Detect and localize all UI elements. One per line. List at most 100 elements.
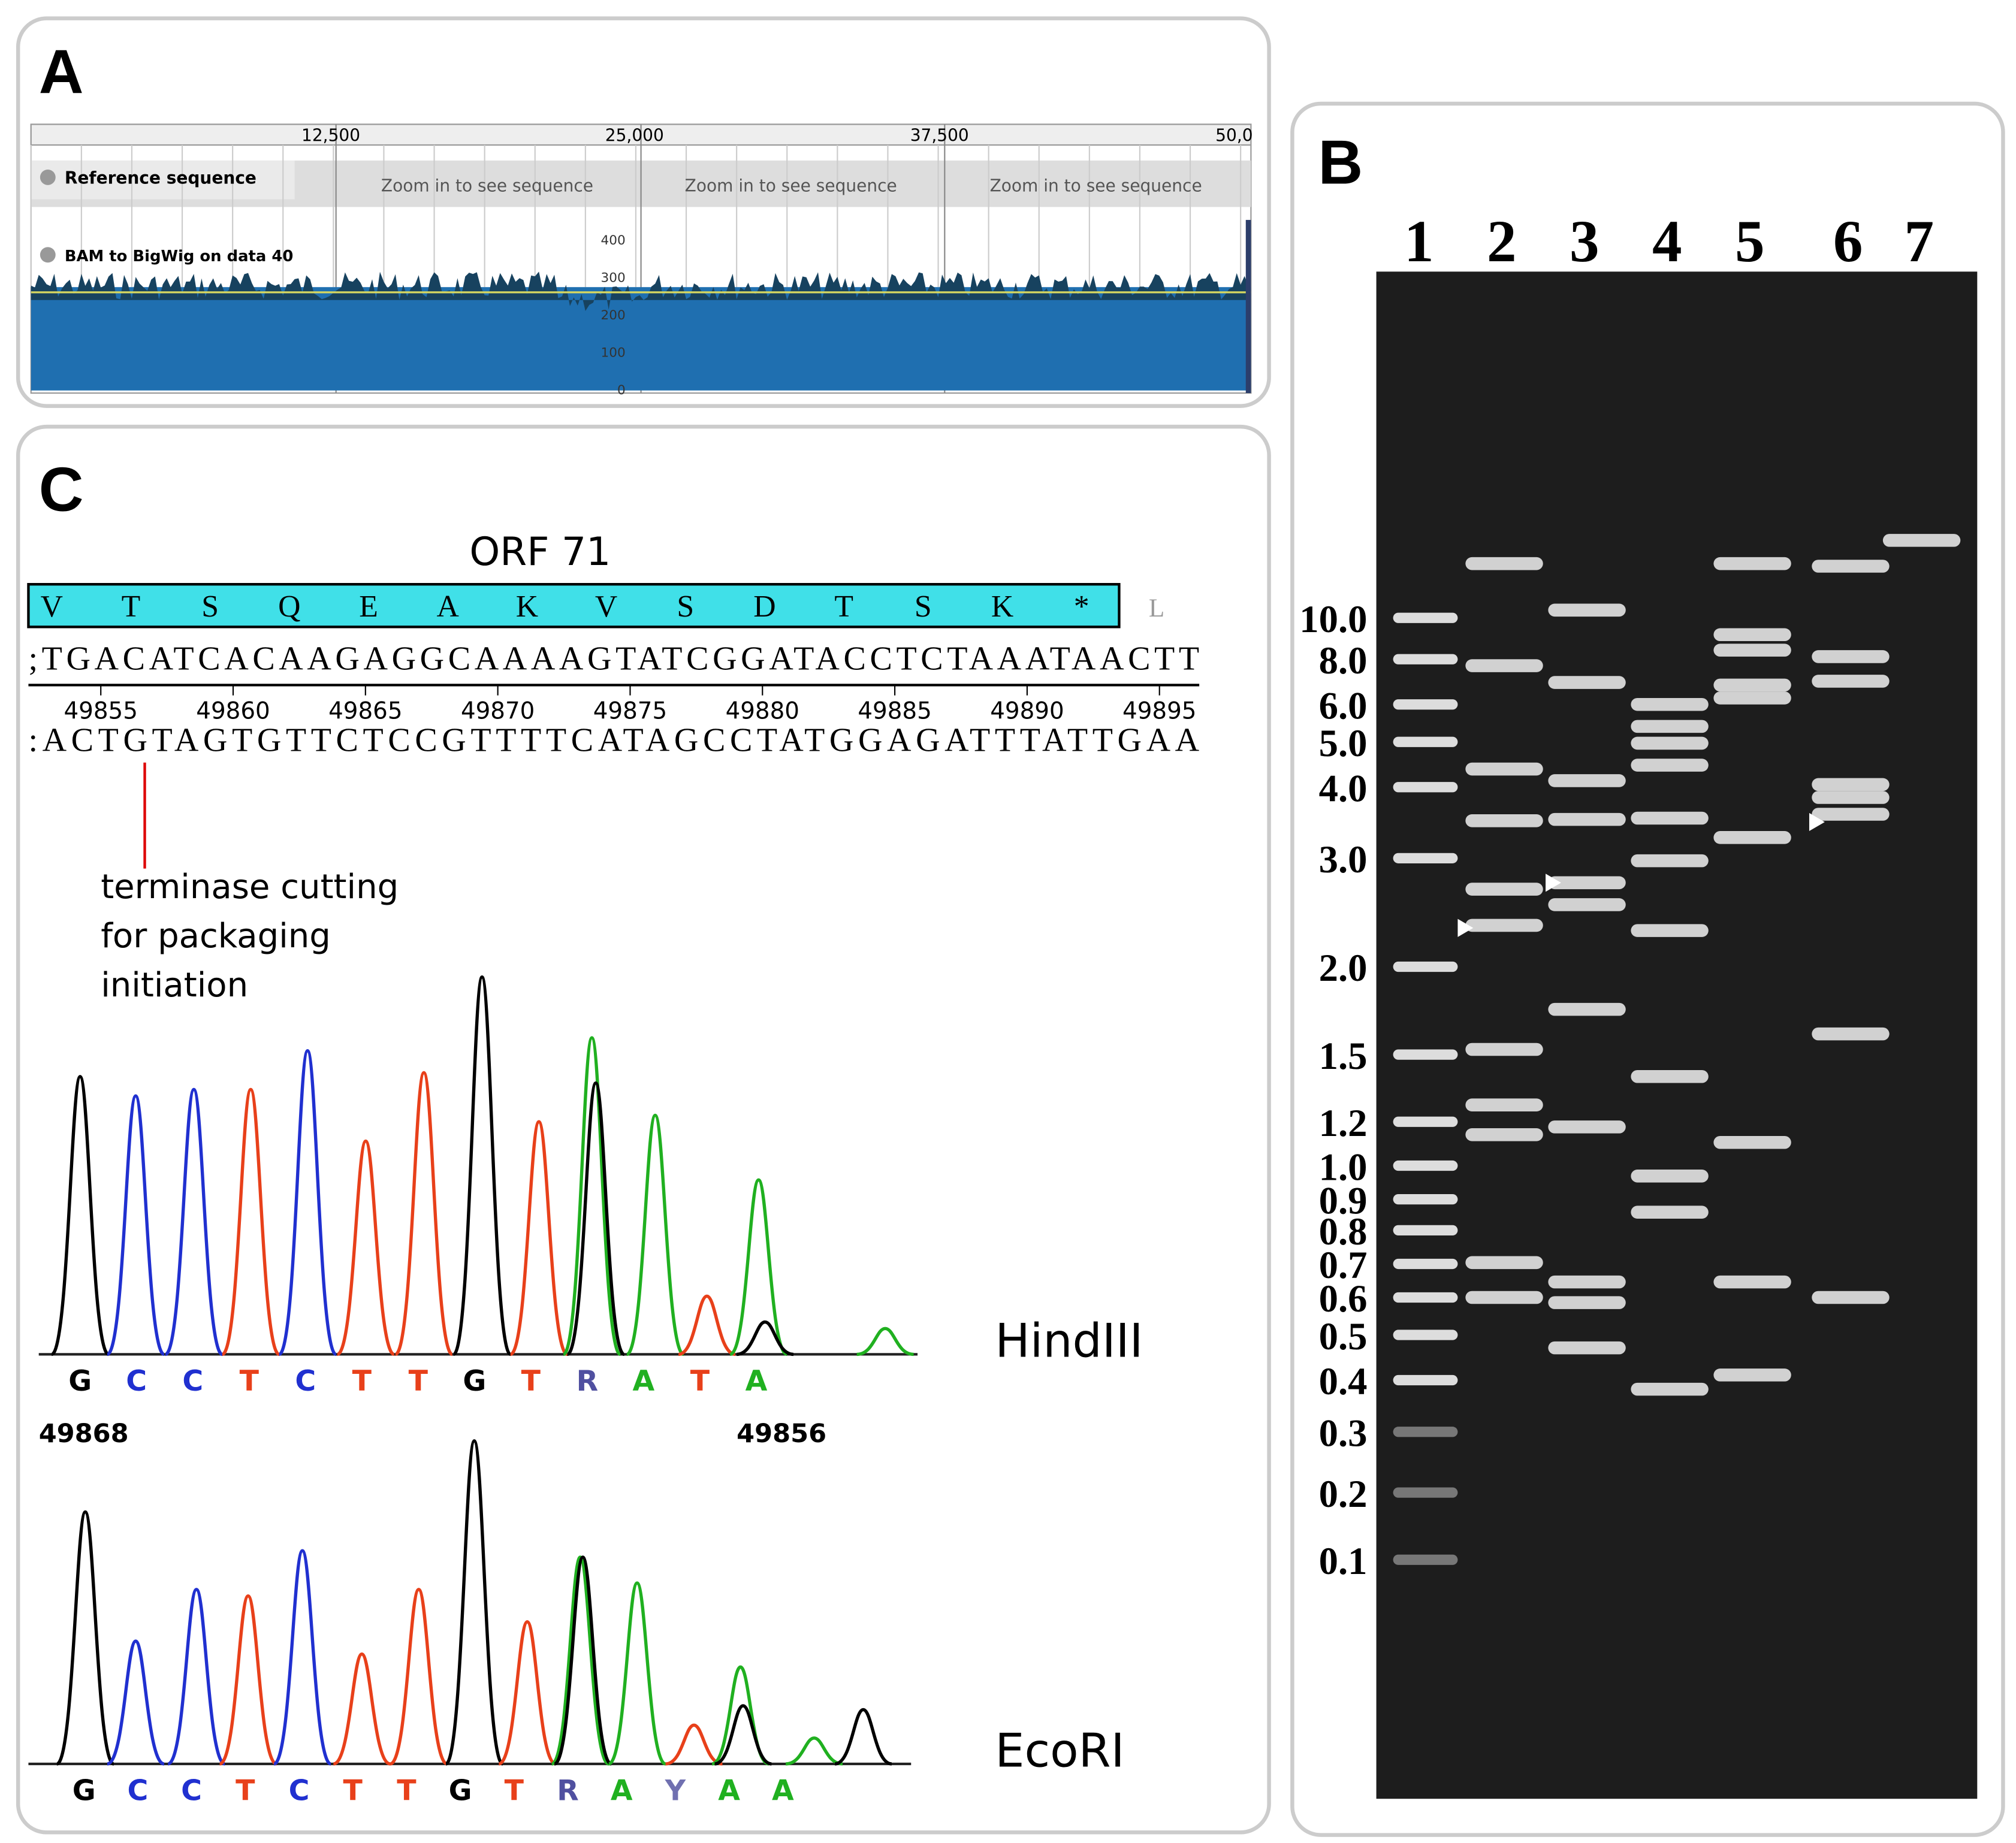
peak: [498, 1620, 557, 1766]
lane-number: 5: [1735, 209, 1765, 274]
band: [1465, 1098, 1543, 1111]
lane-number: 4: [1652, 209, 1682, 274]
marker-size: 6.0: [1319, 684, 1368, 727]
bottom-strand: :ACTGTAGTGTTCTCCGTTTTCATAGCCTATGGAGATTTA…: [28, 721, 1199, 759]
axis-label: 0: [617, 383, 626, 398]
position: 49855: [64, 697, 137, 724]
axis-label: 200: [601, 308, 626, 323]
band: [1393, 654, 1458, 664]
peak: [273, 1549, 332, 1766]
band: [1393, 1292, 1458, 1303]
marker-size: 0.1: [1319, 1539, 1368, 1582]
ruler-label: 50,0: [1215, 126, 1253, 146]
marker-size: 2.0: [1319, 946, 1368, 989]
band: [1465, 919, 1543, 932]
amino-acid: K: [516, 590, 538, 624]
peak: [167, 1588, 226, 1766]
band: [1393, 1258, 1458, 1270]
band: [1631, 759, 1709, 772]
base-call: G: [449, 1774, 472, 1807]
amino-acid: K: [991, 590, 1013, 624]
band: [1393, 1427, 1458, 1437]
position: 49860: [196, 697, 270, 724]
band: [1393, 1160, 1458, 1171]
peak: [452, 975, 512, 1356]
position: 49895: [1122, 697, 1196, 724]
base-call: T: [352, 1365, 372, 1398]
base-call: T: [505, 1774, 524, 1807]
band: [1812, 675, 1890, 688]
band: [1631, 1205, 1709, 1219]
marker-size: 3.0: [1319, 838, 1368, 881]
amino-acid: L: [1149, 594, 1164, 623]
close-icon[interactable]: [40, 169, 56, 185]
band: [1393, 1554, 1458, 1565]
band: [1548, 774, 1626, 787]
band: [1393, 736, 1458, 747]
amino-acid: T: [834, 590, 853, 624]
base-call: C: [289, 1774, 310, 1807]
band: [1713, 1275, 1791, 1289]
base-call: T: [236, 1774, 255, 1807]
base-call: C: [127, 1774, 148, 1807]
marker-size: 8.0: [1319, 639, 1368, 682]
peak: [336, 1139, 396, 1356]
coverage-area: [31, 287, 1251, 391]
peak: [608, 1581, 666, 1766]
track-label: Reference sequence: [65, 168, 256, 188]
base-call: R: [557, 1774, 579, 1807]
annotation: terminase cutting: [101, 868, 399, 907]
peak: [785, 1736, 843, 1766]
marker-size: 1.0: [1319, 1145, 1368, 1188]
position: 49890: [990, 697, 1064, 724]
band: [1812, 808, 1890, 821]
ruler-label: 25,000: [605, 126, 664, 146]
lane-number: 2: [1487, 209, 1517, 274]
band: [1631, 1382, 1709, 1396]
arrowhead: [1457, 919, 1474, 937]
band: [1465, 557, 1543, 570]
base-call: C: [126, 1365, 147, 1398]
band: [1548, 1002, 1626, 1016]
peak: [729, 1178, 788, 1356]
band: [1465, 883, 1543, 896]
lane-number: 6: [1833, 209, 1863, 274]
band: [1812, 778, 1890, 791]
band: [1465, 1128, 1543, 1141]
enzyme: EcoRI: [995, 1724, 1124, 1778]
band: [1713, 1368, 1791, 1382]
position: 49875: [593, 697, 667, 724]
zoom-note: Zoom in to see sequence: [990, 176, 1202, 196]
marker-size: 0.3: [1319, 1412, 1368, 1455]
peak: [626, 1113, 685, 1356]
band: [1713, 643, 1791, 657]
band: [1465, 1043, 1543, 1056]
amino-acid: D: [753, 590, 775, 624]
arrowhead: [1546, 874, 1561, 892]
marker-size: 0.6: [1319, 1277, 1368, 1320]
band: [1548, 1120, 1626, 1134]
band: [1393, 1487, 1458, 1498]
panel-label: A: [39, 37, 84, 107]
band: [1393, 1049, 1458, 1060]
band: [1812, 1027, 1890, 1041]
marker-size: 1.2: [1319, 1101, 1368, 1144]
axis-label: 100: [601, 346, 626, 361]
band: [1631, 924, 1709, 937]
band: [1631, 697, 1709, 711]
close-icon[interactable]: [40, 247, 56, 263]
base-call: T: [409, 1365, 428, 1398]
band: [1548, 898, 1626, 911]
chromatograms: [28, 975, 918, 1766]
amino-acid: V: [41, 590, 63, 624]
position: 49856: [737, 1419, 826, 1449]
base-call: C: [295, 1365, 316, 1398]
band: [1393, 612, 1458, 623]
base-call: A: [718, 1774, 740, 1807]
band: [1631, 811, 1709, 825]
annotation: for packaging: [101, 917, 331, 956]
band: [1465, 762, 1543, 776]
track-label-bg: [31, 160, 295, 200]
arrowhead: [1809, 812, 1825, 832]
